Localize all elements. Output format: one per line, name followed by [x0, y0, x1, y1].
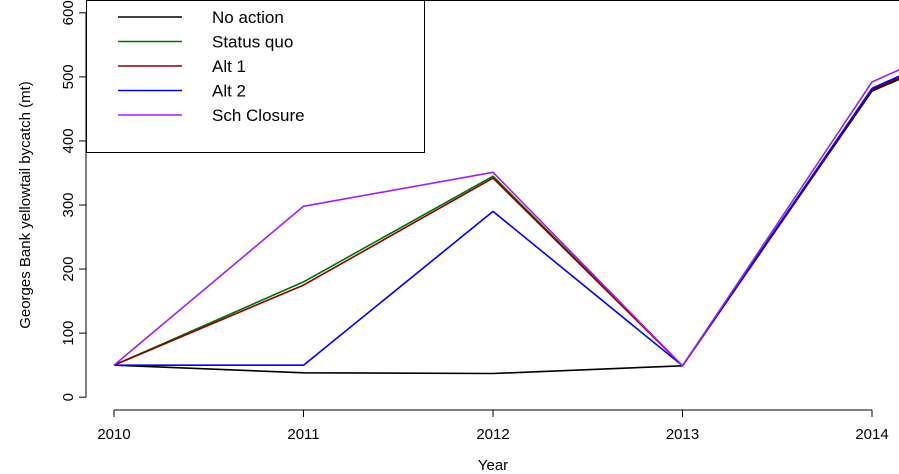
legend-box	[86, 0, 425, 153]
series-line-alt-1	[113, 77, 899, 367]
y-tick-label: 200	[60, 257, 77, 282]
y-tick-label: 400	[60, 128, 77, 153]
x-tick-label: 2010	[97, 426, 130, 443]
legend-label: Status quo	[212, 33, 293, 52]
y-tick-label: 100	[60, 321, 77, 346]
y-axis-label: Georges Bank yellowtail bycatch (mt)	[17, 81, 34, 329]
series-layer	[113, 68, 899, 375]
legend-label: Alt 1	[212, 57, 246, 76]
legend-label: No action	[212, 8, 284, 27]
legend-label: Alt 2	[212, 82, 246, 101]
series-line-no-action	[113, 78, 899, 375]
y-tick-label: 0	[60, 393, 77, 401]
y-tick-label: 500	[60, 64, 77, 89]
x-tick-label: 2011	[287, 426, 319, 443]
axes: 0 100 200 300 400 500 600 2010 2011 2012 2013 2014	[60, 0, 899, 443]
y-tick-label: 600	[60, 0, 77, 25]
legend: No action Status quo Alt 1 Alt 2 Sch Closure	[86, 0, 425, 153]
series-line-sch-closure	[113, 68, 899, 367]
legend-label: Sch Closure	[212, 106, 305, 125]
series-line-alt-2	[114, 75, 899, 367]
x-tick-label: 2012	[476, 426, 509, 443]
x-axis-label: Year	[478, 457, 508, 474]
x-tick-label: 2014	[855, 426, 888, 443]
y-tick-label: 300	[60, 192, 77, 217]
x-tick-label: 2013	[666, 426, 699, 443]
